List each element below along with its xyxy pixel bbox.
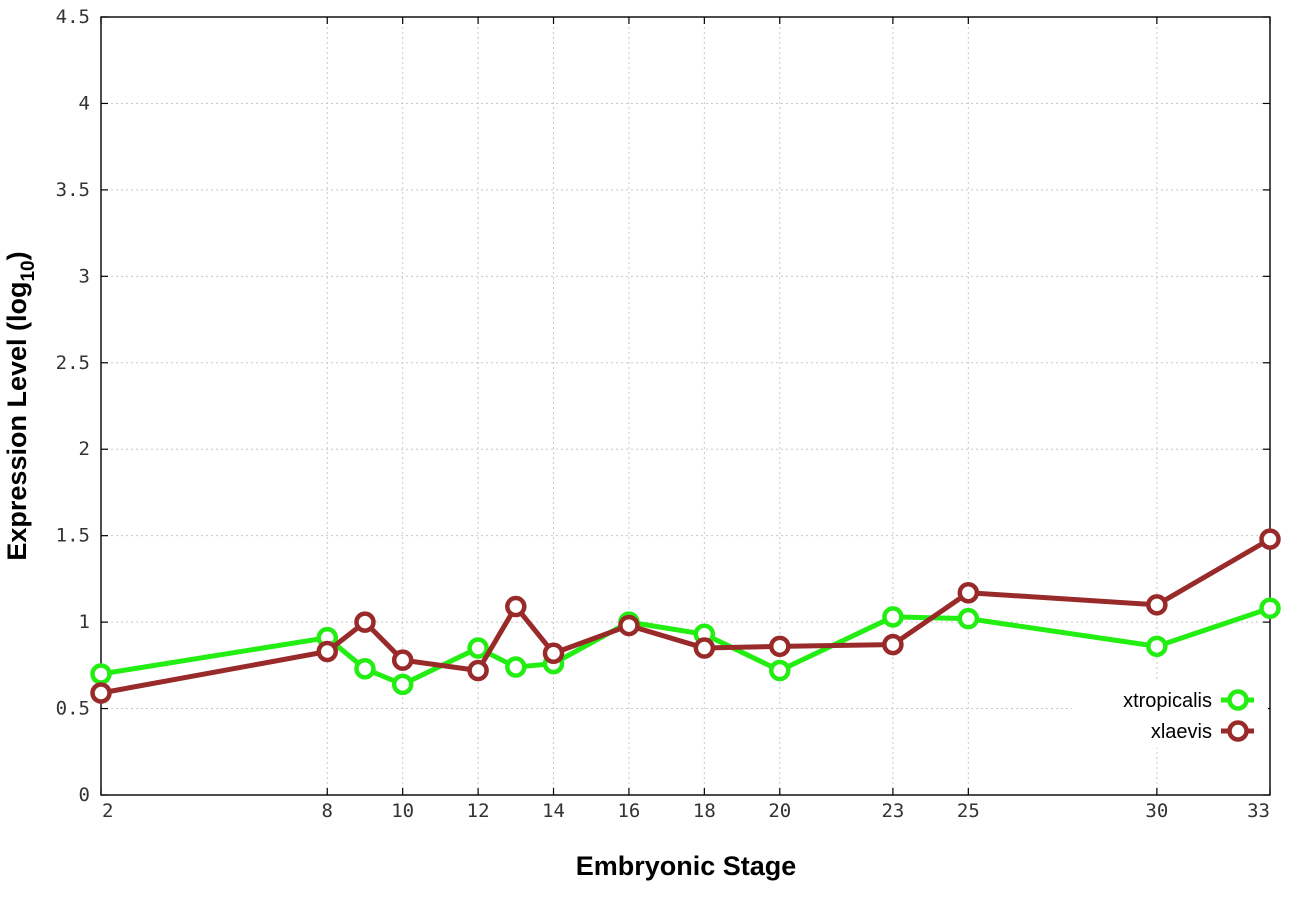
x-tick-label: 8 <box>322 800 333 822</box>
x-tick-label: 18 <box>693 800 716 822</box>
data-point-xtropicalis <box>769 659 791 682</box>
data-point-xlaevis <box>693 637 716 659</box>
legend: xtropicalis xlaevis <box>1072 682 1268 748</box>
y-tick-label: 0 <box>79 784 90 806</box>
series-line-xtropicalis <box>100 605 1271 687</box>
data-point-xlaevis <box>316 640 339 663</box>
legend-marker-swatch <box>1227 720 1249 742</box>
data-point-xtropicalis <box>882 606 904 628</box>
data-point-xlaevis <box>1259 528 1281 550</box>
y-tick-label: 0.5 <box>56 698 90 720</box>
data-point-xtropicalis <box>1146 635 1168 658</box>
legend-label: xtropicalis <box>1123 690 1212 712</box>
y-tick-label: 4.5 <box>56 6 90 28</box>
x-tick-label: 25 <box>957 800 980 822</box>
series-xlaevis <box>90 528 1281 704</box>
axis-ticks <box>100 16 1271 796</box>
x-tick-label: 2 <box>102 800 113 822</box>
y-tick-label: 2.5 <box>56 352 90 374</box>
x-tick-label: 16 <box>617 800 640 822</box>
y-axis-title-subscript: 10 <box>18 260 39 281</box>
x-tick-label: 10 <box>391 800 414 822</box>
y-tick-label: 3.5 <box>56 179 90 201</box>
x-tick-label: 33 <box>1247 800 1270 822</box>
data-point-xlaevis <box>391 649 414 671</box>
legend-label: xlaevis <box>1151 721 1212 743</box>
y-tick-label: 2 <box>79 438 90 460</box>
y-tick-label: 1 <box>79 611 90 633</box>
x-tick-label: 14 <box>542 800 565 822</box>
data-point-xlaevis <box>769 635 791 658</box>
data-point-xlaevis <box>618 614 640 637</box>
tick-labels: 0 0.5 1 1.5 2 2.5 3 3.5 4 4.5 2 8 10 12 14 16 18 20 23 25 30… <box>56 6 1270 822</box>
x-tick-label: 20 <box>768 800 791 822</box>
x-tick-label: 23 <box>881 800 904 822</box>
y-tick-label: 3 <box>79 265 90 287</box>
data-point-xtropicalis <box>467 637 489 659</box>
grid <box>101 17 1270 795</box>
data-point-xlaevis <box>882 633 904 656</box>
data-point-xlaevis <box>467 659 489 682</box>
x-axis-title: Embryonic Stage <box>576 851 797 881</box>
legend-marker-swatch <box>1227 689 1249 711</box>
data-point-xtropicalis <box>90 663 112 685</box>
y-tick-label: 1.5 <box>56 525 90 547</box>
data-point-xtropicalis <box>1259 597 1281 620</box>
data-point-xlaevis <box>505 595 527 618</box>
y-tick-label: 4 <box>79 92 90 114</box>
legend-item-xlaevis: xlaevis <box>1151 720 1254 743</box>
x-tick-label: 30 <box>1145 800 1168 822</box>
y-axis-title-main: Expression Level (log <box>2 282 32 561</box>
series-line-xlaevis <box>100 536 1272 696</box>
series <box>90 528 1281 704</box>
y-axis-title-end: ) <box>2 251 32 260</box>
legend-item-xtropicalis: xtropicalis <box>1123 689 1254 712</box>
y-axis-title: Expression Level (log10) <box>2 251 39 560</box>
x-tick-label: 12 <box>467 800 490 822</box>
data-point-xtropicalis <box>505 656 527 678</box>
data-point-xlaevis <box>90 682 112 704</box>
data-point-xlaevis <box>354 611 376 633</box>
data-point-xtropicalis <box>957 607 980 630</box>
data-point-xtropicalis <box>391 673 414 696</box>
data-point-xtropicalis <box>354 658 376 680</box>
series-xtropicalis <box>90 597 1281 696</box>
data-point-xlaevis <box>957 581 980 604</box>
plot-frame <box>100 16 1271 796</box>
data-point-xlaevis <box>1146 594 1168 616</box>
data-point-xlaevis <box>542 642 565 664</box>
